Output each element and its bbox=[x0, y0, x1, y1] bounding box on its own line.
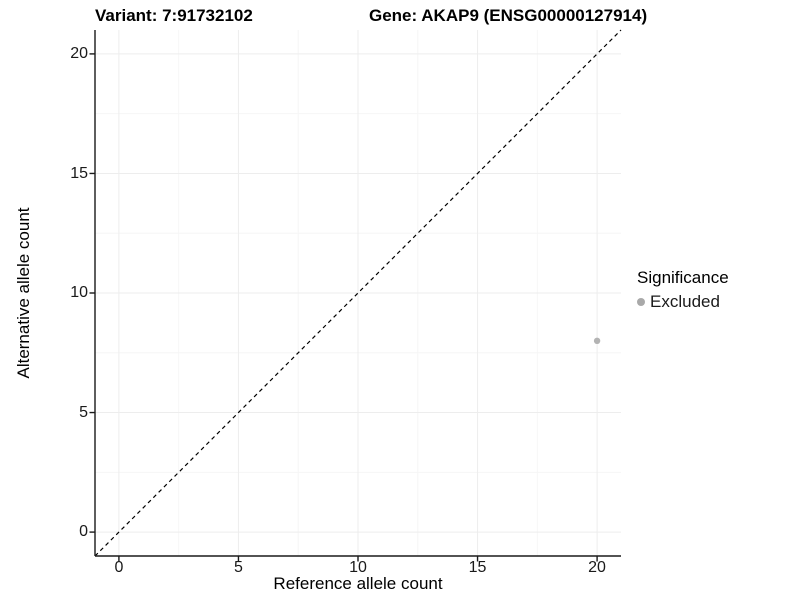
y-tick-label: 10 bbox=[70, 284, 88, 301]
legend: Significance Excluded bbox=[637, 268, 729, 312]
plot-title-variant: Variant: 7:91732102 bbox=[95, 6, 253, 25]
legend-title: Significance bbox=[637, 268, 729, 287]
x-tick-label: 15 bbox=[468, 559, 487, 576]
y-tick-label: 5 bbox=[79, 403, 88, 421]
plot-title-gene: Gene: AKAP9 (ENSG00000127914) bbox=[369, 6, 648, 25]
y-tick-label: 15 bbox=[70, 164, 88, 182]
x-axis-title: Reference allele count bbox=[273, 574, 443, 593]
y-tick-label: 20 bbox=[70, 45, 88, 62]
x-tick-label: 0 bbox=[114, 559, 124, 576]
x-tick-label: 5 bbox=[234, 559, 243, 576]
y-axis-title: Alternative allele count bbox=[14, 207, 33, 379]
data-point bbox=[593, 337, 601, 345]
y-tick-label: 0 bbox=[79, 523, 88, 540]
legend-point-icon bbox=[637, 298, 645, 306]
x-tick-label: 10 bbox=[349, 559, 367, 576]
legend-item-label: Excluded bbox=[650, 292, 720, 311]
x-tick-label: 20 bbox=[588, 559, 606, 576]
legend-item-excluded: Excluded bbox=[637, 292, 729, 312]
